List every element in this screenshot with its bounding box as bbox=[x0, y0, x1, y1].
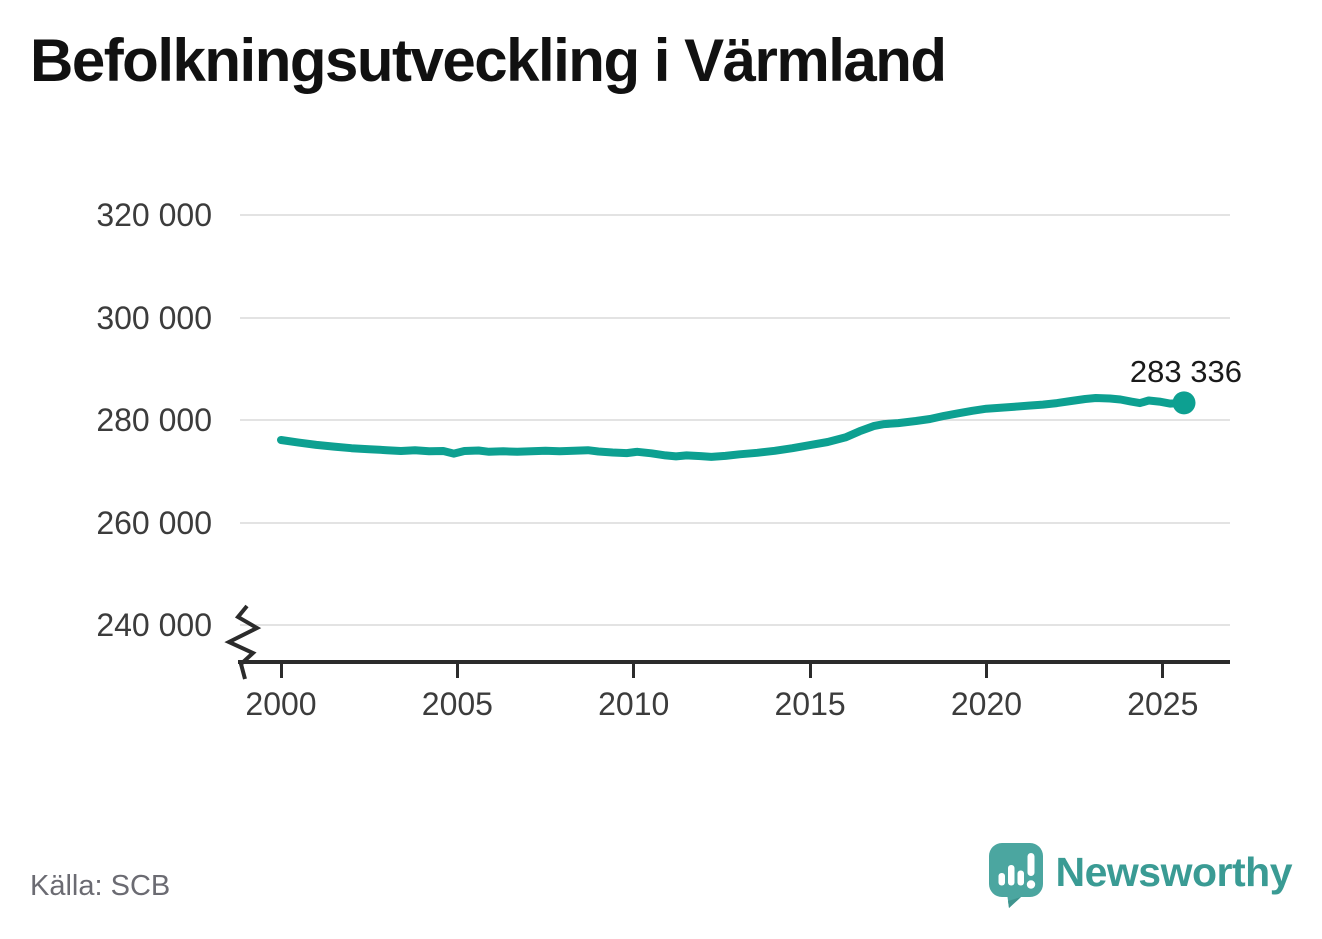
gridline-320000 bbox=[240, 214, 1230, 216]
gridline-280000 bbox=[240, 419, 1230, 421]
y-axis-tick-label: 300 000 bbox=[96, 299, 212, 336]
x-axis-tick-label: 2005 bbox=[421, 686, 493, 722]
latest-value-dot bbox=[1172, 391, 1196, 415]
y-axis-tick-label: 280 000 bbox=[96, 402, 212, 438]
x-axis-tick bbox=[808, 664, 812, 678]
gridline-300000 bbox=[240, 316, 1230, 319]
x-axis-tick bbox=[984, 664, 988, 678]
y-axis-break-zigzag-icon bbox=[224, 604, 262, 680]
x-axis-tick-label: 2010 bbox=[598, 686, 670, 722]
newsworthy-speech-bubble-bar-chart-icon bbox=[988, 843, 1043, 908]
chart-title: Befolkningsutveckling i Värmland bbox=[30, 27, 947, 94]
x-axis-line bbox=[238, 660, 1230, 664]
gridline-240000 bbox=[240, 624, 1230, 626]
x-axis-tick-label: 2020 bbox=[950, 686, 1023, 722]
source-note: Källa: SCB bbox=[30, 870, 171, 902]
gridline-260000 bbox=[240, 521, 1230, 524]
x-axis-tick bbox=[1161, 664, 1165, 678]
x-axis-tick bbox=[455, 664, 459, 678]
x-axis-tick-label: 2000 bbox=[245, 686, 317, 722]
latest-value-label: 283 336 bbox=[1129, 353, 1242, 389]
y-axis-tick-label: 240 000 bbox=[96, 607, 212, 643]
y-axis-tick-label: 260 000 bbox=[96, 504, 212, 541]
x-axis-tick-label: 2015 bbox=[774, 686, 846, 722]
y-axis-tick-label: 320 000 bbox=[96, 197, 212, 233]
x-axis-tick bbox=[632, 664, 636, 678]
x-axis-tick-label: 2025 bbox=[1127, 686, 1199, 722]
x-axis-tick bbox=[279, 664, 283, 678]
population-line-series bbox=[277, 394, 1188, 461]
newsworthy-logo-text: Newsworthy bbox=[1055, 849, 1293, 895]
newsworthy-logo: Newsworthy bbox=[988, 843, 1293, 910]
